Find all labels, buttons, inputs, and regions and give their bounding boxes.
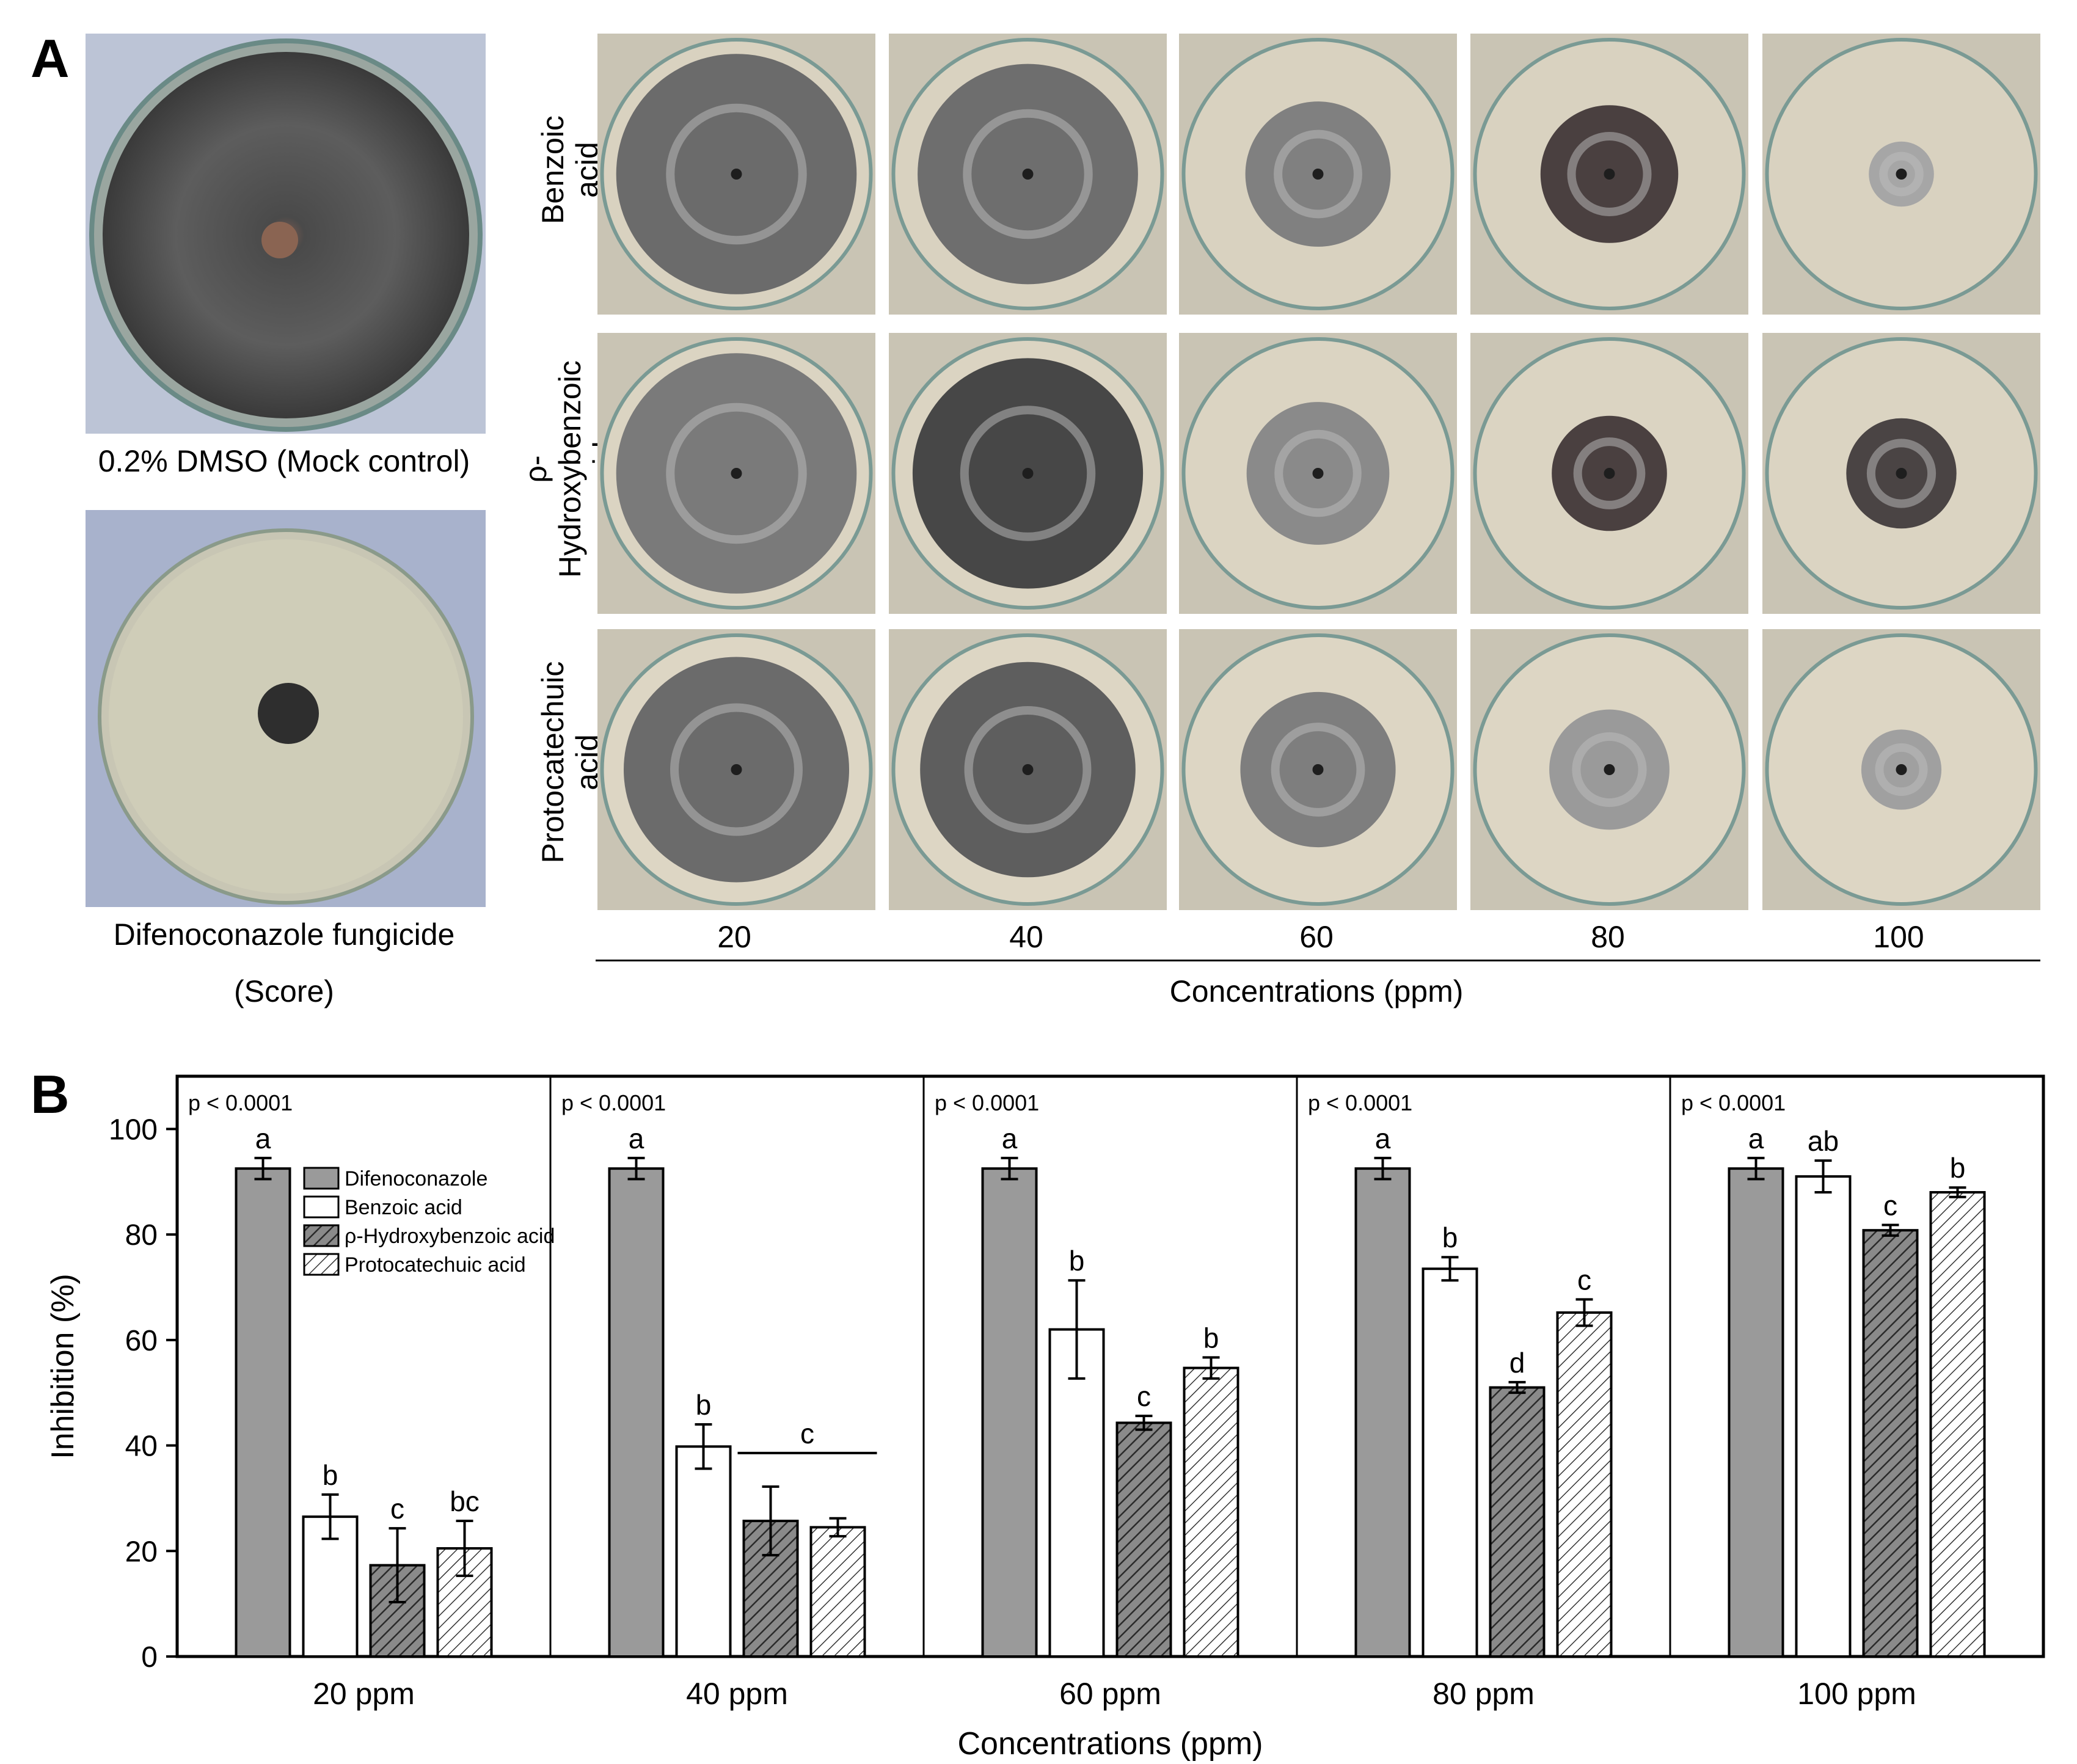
significance-letter: c — [390, 1493, 404, 1525]
significance-letter: b — [1069, 1245, 1085, 1277]
p-value-label: p < 0.0001 — [1681, 1090, 1786, 1115]
significance-letter: ab — [1808, 1125, 1839, 1157]
bar — [981, 1167, 1038, 1658]
mock-control-dish-image — [89, 38, 483, 432]
dish-benzoic-20 — [597, 34, 875, 315]
p-value-label: p < 0.0001 — [935, 1090, 1039, 1115]
column-label-20: 20 — [717, 920, 751, 954]
legend-swatch — [303, 1253, 340, 1276]
p-value-label: p < 0.0001 — [1308, 1090, 1412, 1115]
plot-frame — [175, 1074, 2045, 1658]
column-label-60: 60 — [1299, 920, 1334, 954]
legend-swatch — [303, 1224, 340, 1247]
bar — [675, 1445, 732, 1658]
bar — [1728, 1167, 1784, 1658]
significance-letter: c — [1883, 1190, 1897, 1222]
y-tick-label: 0 — [141, 1641, 158, 1674]
y-tick-label: 40 — [125, 1431, 158, 1463]
significance-letter: a — [1748, 1123, 1764, 1154]
dish-benzoic-80 — [1470, 34, 1748, 315]
p-value-label: p < 0.0001 — [188, 1090, 293, 1115]
bar — [809, 1526, 866, 1658]
y-axis-title: Inhibition (%) — [45, 1274, 81, 1459]
significance-letter: b — [1442, 1222, 1458, 1253]
dish-hydroxybenzoic-60 — [1179, 333, 1457, 614]
fungicide-dish-image — [98, 528, 474, 905]
bar — [1183, 1366, 1239, 1658]
bar — [1795, 1175, 1852, 1658]
bar — [608, 1167, 665, 1658]
bar — [1048, 1328, 1105, 1658]
significance-letter: b — [1203, 1322, 1219, 1354]
dish-protocatechuic-60 — [1179, 629, 1457, 910]
concentration-axis-line — [596, 960, 2040, 961]
panel-b-letter: B — [31, 1064, 70, 1124]
dish-protocatechuic-100 — [1762, 629, 2040, 910]
bar — [1422, 1267, 1478, 1658]
y-tick-label: 20 — [125, 1536, 158, 1568]
column-label-80: 80 — [1591, 920, 1625, 954]
panel-a-axis-title: Concentrations (ppm) — [1169, 974, 1464, 1008]
panel-a-letter: A — [31, 28, 70, 89]
mock-control-photo — [86, 34, 486, 434]
dish-benzoic-40 — [889, 34, 1167, 315]
significance-letter: b — [696, 1389, 712, 1421]
dish-protocatechuic-80 — [1470, 629, 1748, 910]
significance-letter: bc — [450, 1485, 480, 1517]
y-tick-label: 100 — [109, 1113, 158, 1146]
x-axis-title: Concentrations (ppm) — [958, 1726, 1263, 1762]
inhibition-bar-chart: 0 20 40 60 80 100 Inhibition (%) Concentrations… — [45, 1074, 2045, 1762]
dish-benzoic-100 — [1762, 34, 2040, 315]
fungicide-caption-line1: Difenoconazole fungicide — [113, 917, 455, 952]
significance-letter: a — [1375, 1123, 1391, 1154]
x-category-label: 60 ppm — [1059, 1677, 1161, 1711]
column-label-100: 100 — [1873, 920, 1924, 954]
y-tick-label: 80 — [125, 1219, 158, 1252]
dish-hydroxybenzoic-20 — [597, 333, 875, 614]
significance-letter: a — [255, 1123, 271, 1154]
dish-hydroxybenzoic-80 — [1470, 333, 1748, 614]
bar — [1115, 1421, 1172, 1658]
bar — [1489, 1386, 1546, 1658]
bar — [742, 1520, 799, 1658]
bar — [1929, 1191, 1986, 1658]
bar — [235, 1167, 291, 1658]
significance-letter: d — [1509, 1347, 1525, 1379]
x-category-label: 20 ppm — [313, 1677, 415, 1711]
significance-letter: b — [1950, 1152, 1966, 1184]
legend-label: Protocatechuic acid — [345, 1253, 526, 1277]
significance-letter: c — [1137, 1380, 1151, 1412]
p-value-label: p < 0.0001 — [561, 1090, 666, 1115]
mock-control-caption: 0.2% DMSO (Mock control) — [98, 444, 470, 478]
dish-protocatechuic-40 — [889, 629, 1167, 910]
legend-swatch — [303, 1195, 340, 1219]
y-tick-label: 60 — [125, 1325, 158, 1357]
legend-label: Difenoconazole — [345, 1167, 487, 1190]
x-category-label: 100 ppm — [1797, 1677, 1916, 1711]
bar — [1862, 1229, 1919, 1658]
significance-letter: c — [800, 1418, 814, 1449]
legend-label: ρ-Hydroxybenzoic acid — [345, 1225, 555, 1248]
dish-hydroxybenzoic-100 — [1762, 333, 2040, 614]
x-category-label: 40 ppm — [686, 1677, 788, 1711]
significance-letter: c — [1577, 1264, 1591, 1296]
dish-hydroxybenzoic-40 — [889, 333, 1167, 614]
fungicide-photo — [86, 510, 486, 907]
legend-label: Benzoic acid — [345, 1196, 462, 1219]
significance-letter: b — [323, 1459, 338, 1491]
significance-letter: a — [1002, 1123, 1018, 1154]
dish-benzoic-60 — [1179, 34, 1457, 315]
column-label-40: 40 — [1009, 920, 1043, 954]
x-category-label: 80 ppm — [1433, 1677, 1535, 1711]
legend-swatch — [303, 1167, 340, 1190]
dish-protocatechuic-20 — [597, 629, 875, 910]
bar — [1354, 1167, 1411, 1658]
fungicide-caption-line2: (Score) — [234, 974, 334, 1008]
bar — [1556, 1311, 1613, 1658]
significance-letter: a — [629, 1123, 644, 1154]
